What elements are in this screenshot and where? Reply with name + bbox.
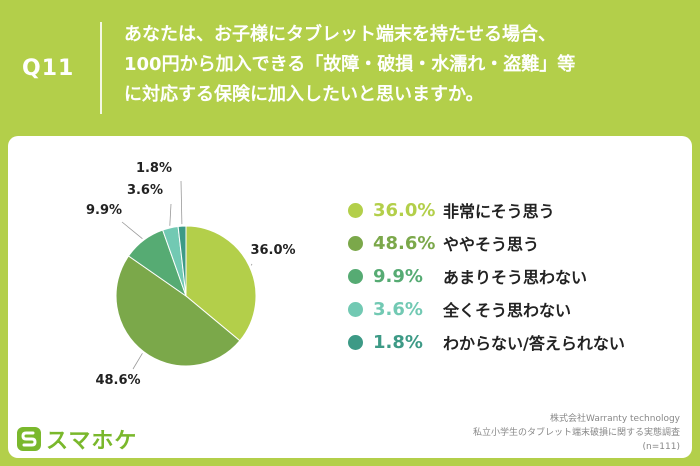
slice-value-label: 9.9% bbox=[86, 203, 122, 218]
legend-label: 非常にそう思う bbox=[443, 202, 555, 221]
question-line-2: 100円から加入できる「故障・破損・水濡れ・盗難」等 bbox=[124, 54, 576, 75]
question-text: あなたは、お子様にタブレット端末を持たせる場合、 100円から加入できる「故障・… bbox=[124, 20, 684, 110]
pie-slice bbox=[177, 225, 187, 297]
source-note: 株式会社Warranty technology 私立小学生のタブレット端末破損に… bbox=[473, 412, 680, 454]
slice-value-label: 48.6% bbox=[95, 373, 140, 388]
legend-percent: 48.6% bbox=[373, 232, 436, 254]
question-line-3: に対応する保険に加入したいと思いますか。 bbox=[124, 84, 484, 105]
leader-line bbox=[250, 263, 253, 266]
legend-percent: 9.9% bbox=[373, 265, 423, 287]
legend-label: 全くそう思わない bbox=[443, 301, 572, 320]
pie-slice bbox=[115, 255, 241, 367]
chart-card: 36.0% 48.6% 9.9% 3.6% 1.8% 36.0% 非常にそう思う 48.… bbox=[8, 136, 692, 458]
legend-item: 36.0% 非常にそう思う bbox=[348, 194, 625, 226]
slice-value-label: 36.0% bbox=[250, 243, 295, 258]
legend-swatch bbox=[348, 334, 363, 350]
legend-label: あまりそう思わない bbox=[443, 268, 588, 287]
legend-percent: 36.0% bbox=[373, 199, 436, 221]
legend-swatch bbox=[348, 202, 363, 218]
legend-swatch bbox=[348, 235, 363, 251]
pie-chart: 36.0% 48.6% 9.9% 3.6% 1.8% bbox=[86, 161, 296, 388]
legend-item: 9.9% あまりそう思わない bbox=[348, 260, 625, 292]
legend-item: 48.6% ややそう思う bbox=[348, 227, 625, 259]
legend-swatch bbox=[348, 301, 363, 317]
legend: 36.0% 非常にそう思う 48.6% ややそう思う 9.9% あまりそう思わな… bbox=[348, 194, 625, 359]
legend-swatch bbox=[348, 268, 363, 284]
source-sample-size: (n=111) bbox=[642, 442, 680, 452]
question-line-1: あなたは、お子様にタブレット端末を持たせる場合、 bbox=[124, 24, 556, 45]
legend-item: 3.6% 全くそう思わない bbox=[348, 293, 625, 325]
logo-text: スマホケ bbox=[46, 429, 138, 454]
question-number: Q11 bbox=[22, 56, 75, 81]
slice-value-label: 3.6% bbox=[127, 183, 163, 198]
brand-logo: スマホケ bbox=[16, 423, 137, 455]
legend-percent: 1.8% bbox=[373, 331, 423, 353]
leader-line bbox=[169, 203, 172, 226]
header-divider bbox=[100, 22, 102, 114]
source-survey: 私立小学生のタブレット端末破損に関する実態調査 bbox=[472, 428, 680, 438]
leader-line bbox=[121, 221, 143, 240]
legend-label: わからない/答えられない bbox=[443, 334, 625, 353]
logo-mark-icon bbox=[17, 427, 41, 451]
legend-percent: 3.6% bbox=[373, 298, 423, 320]
leader-line bbox=[180, 180, 183, 225]
slice-value-label: 1.8% bbox=[136, 161, 172, 176]
legend-label: ややそう思う bbox=[443, 235, 540, 254]
legend-item: 1.8% わからない/答えられない bbox=[348, 326, 625, 358]
source-company: 株式会社Warranty technology bbox=[550, 414, 680, 424]
pie-slice bbox=[185, 225, 257, 342]
leader-line bbox=[132, 353, 143, 370]
